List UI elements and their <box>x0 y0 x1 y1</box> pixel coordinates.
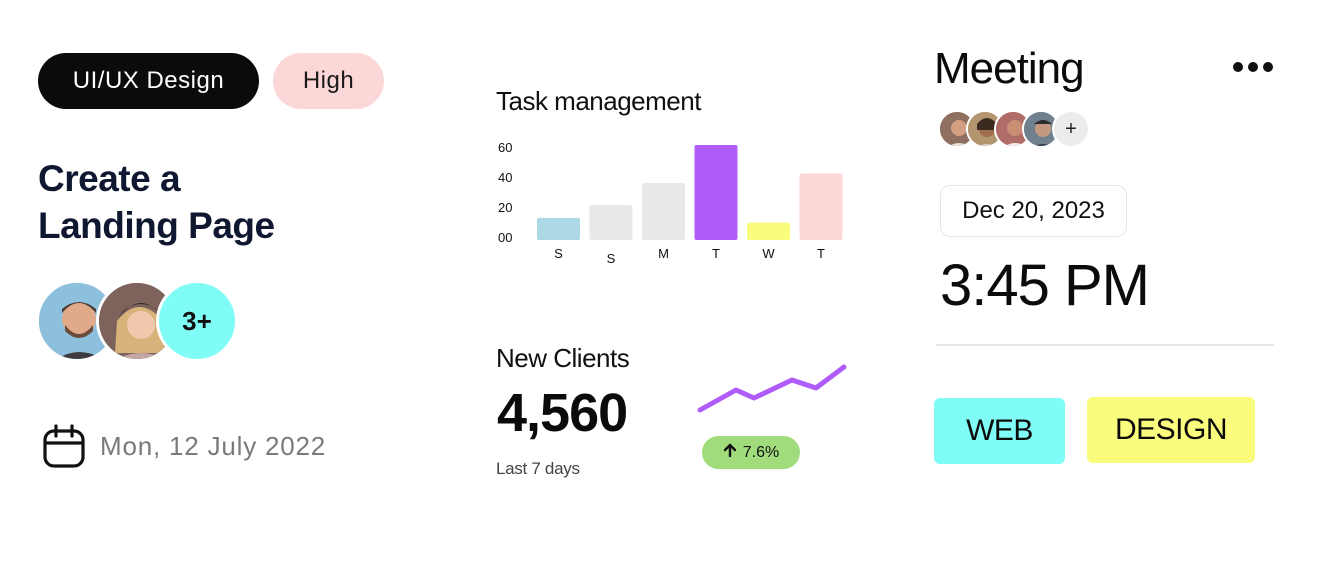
tag-design[interactable]: DESIGN <box>1087 397 1255 463</box>
y-tick-label: 20 <box>498 200 512 215</box>
change-badge: 7.6% <box>702 436 800 469</box>
divider <box>936 344 1274 346</box>
x-tick-label: T <box>817 246 825 261</box>
arrow-up-icon <box>723 443 737 462</box>
more-horizontal-icon[interactable] <box>1232 58 1274 76</box>
calendar-icon <box>42 423 86 469</box>
clients-title: New Clients <box>496 343 630 373</box>
chart-bar[interactable] <box>589 205 633 240</box>
y-tick-label: 40 <box>498 170 512 185</box>
clients-count: 4,560 <box>497 383 628 443</box>
chart-bar[interactable] <box>694 145 738 240</box>
participant-avatar[interactable] <box>1022 110 1060 148</box>
meeting-time: 3:45 PM <box>940 253 1150 318</box>
task-title: Create a Landing Page <box>38 155 418 249</box>
change-value: 7.6% <box>742 443 780 461</box>
y-tick-label: 00 <box>498 230 512 245</box>
task-date: Mon, 12 July 2022 <box>100 431 327 461</box>
add-participant-button[interactable]: + <box>1052 110 1090 148</box>
x-tick-label: S <box>554 246 563 261</box>
x-tick-label: T <box>712 246 720 261</box>
y-tick-label: 60 <box>498 140 512 155</box>
category-tag[interactable]: UI/UX Design <box>38 53 259 109</box>
chart-bar[interactable] <box>642 183 685 240</box>
tag-web[interactable]: WEB <box>934 398 1065 464</box>
chart-bar[interactable] <box>747 222 790 240</box>
participant-avatar[interactable] <box>994 110 1032 148</box>
task-title-line-2: Landing Page <box>38 205 275 246</box>
clients-period: Last 7 days <box>496 459 580 478</box>
meeting-title: Meeting <box>934 44 1085 93</box>
chart-title: Task management <box>496 86 701 116</box>
task-title-line-1: Create a <box>38 158 181 199</box>
priority-tag[interactable]: High <box>273 53 384 109</box>
assignee-avatar[interactable] <box>96 280 178 362</box>
chart-bar[interactable] <box>799 173 843 241</box>
x-tick-label: W <box>762 246 775 261</box>
x-tick-label: S <box>607 251 616 266</box>
x-tick-label: M <box>658 246 669 261</box>
clients-trend-line <box>697 364 847 413</box>
meeting-date[interactable]: Dec 20, 2023 <box>940 185 1127 237</box>
chart-bar[interactable] <box>537 217 580 240</box>
more-assignees-badge[interactable]: 3+ <box>156 280 238 362</box>
task-bar-chart: 60 40 20 00 S S M T W T <box>498 140 843 266</box>
